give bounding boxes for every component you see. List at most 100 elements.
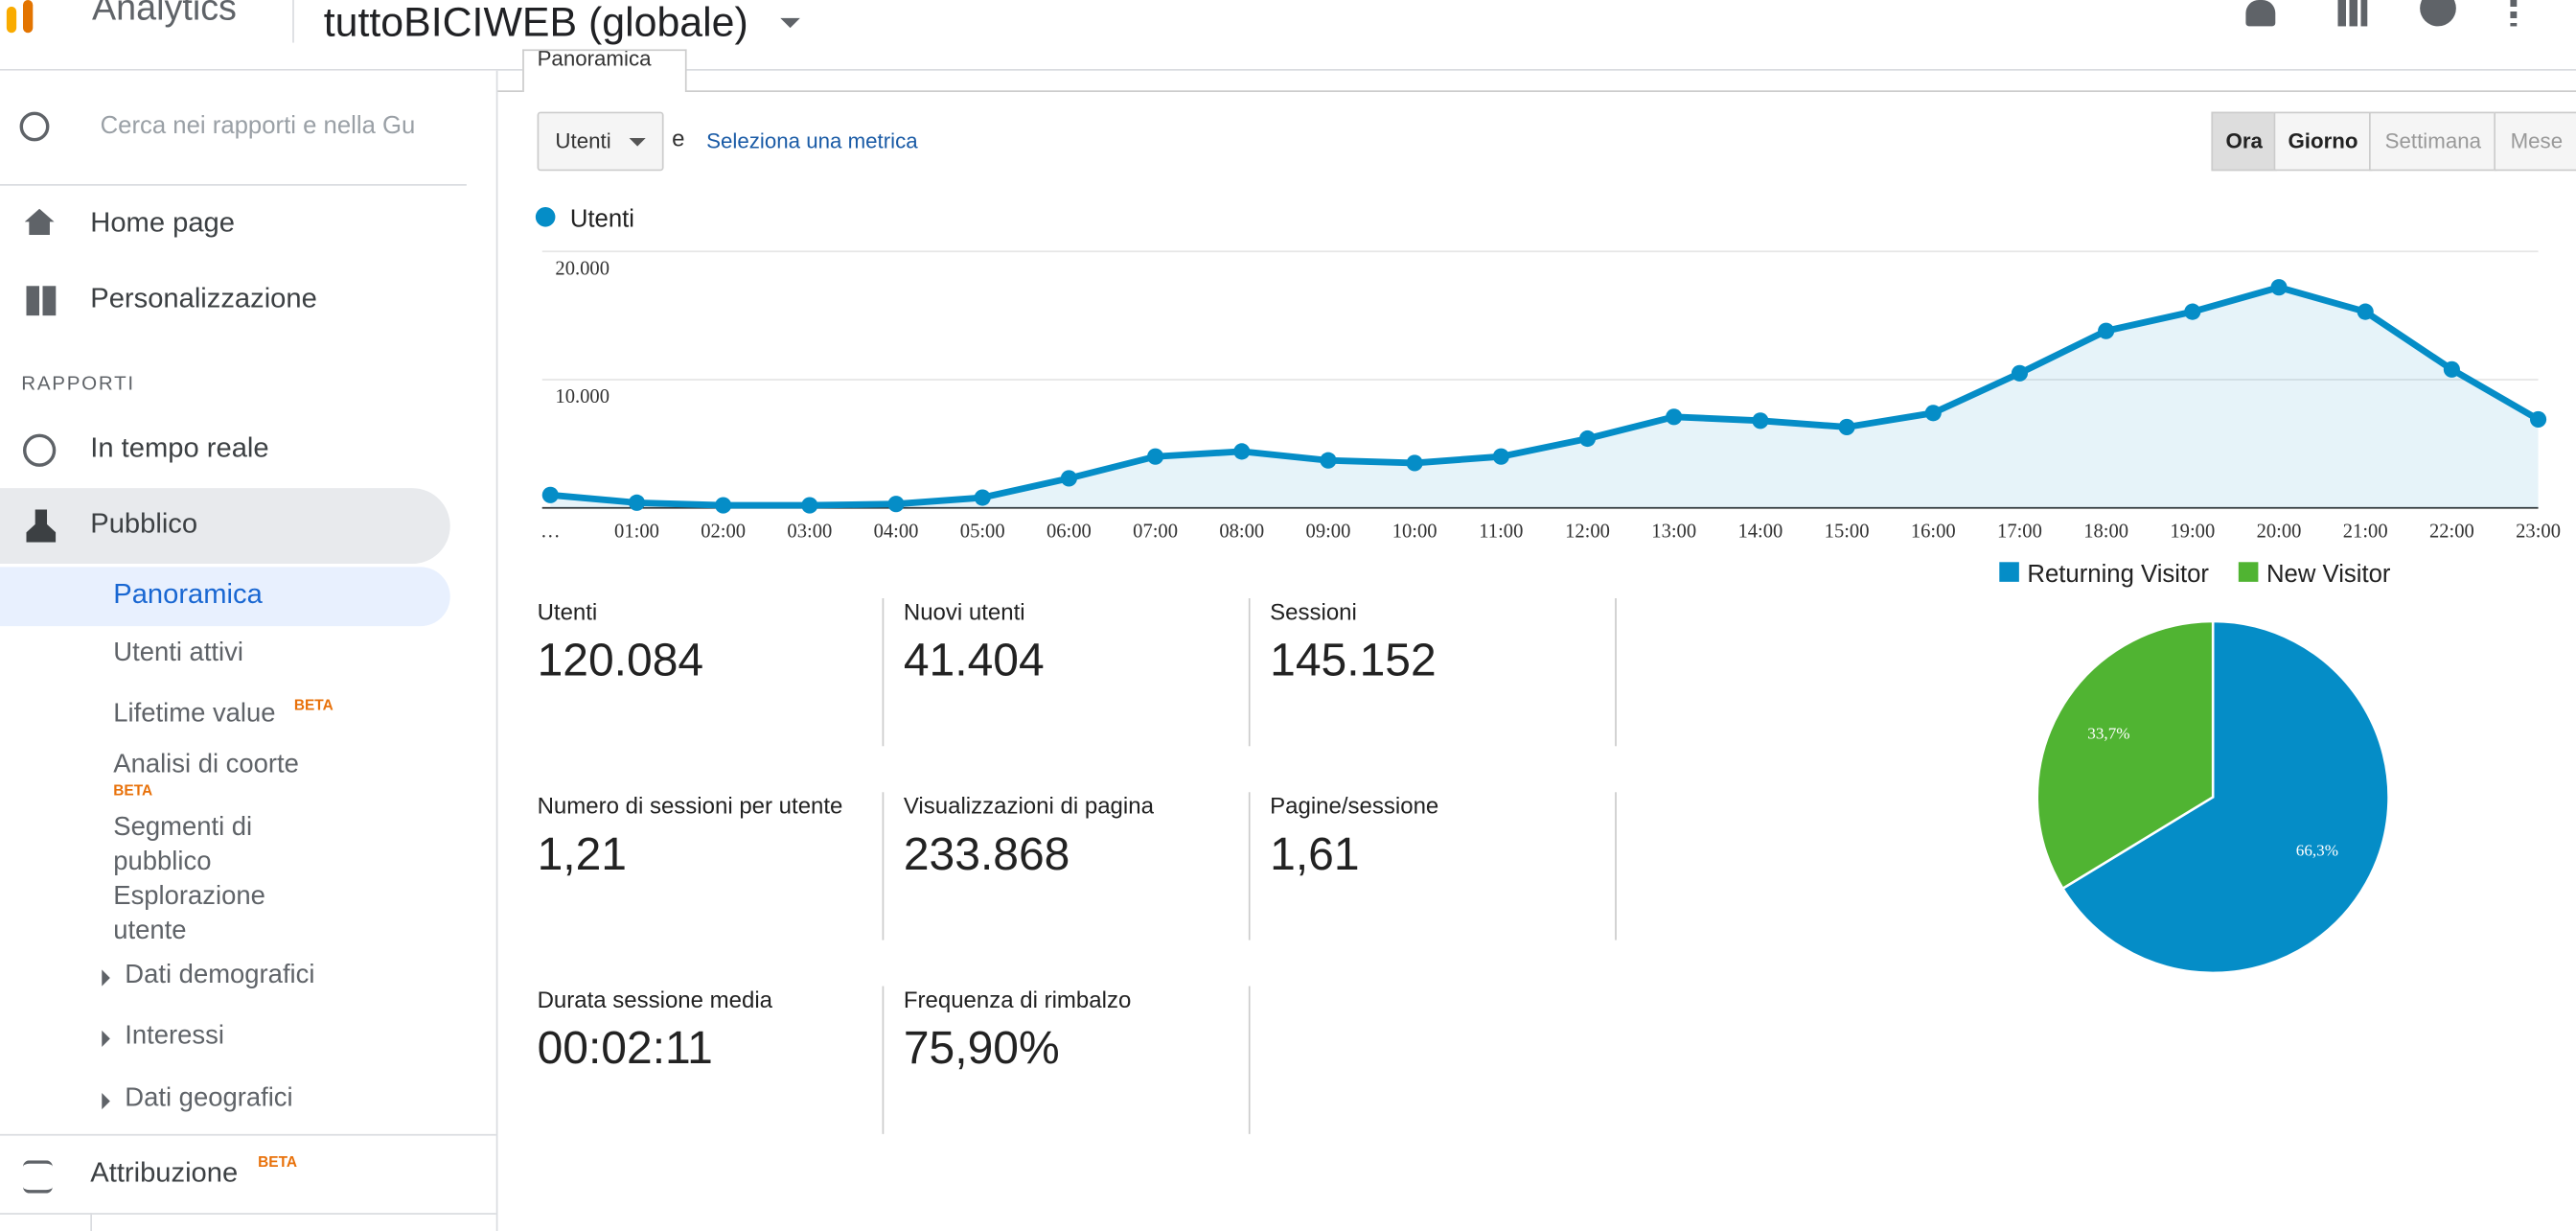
granularity-button[interactable]: Giorno <box>2273 111 2373 172</box>
x-tick-label: 06:00 <box>1046 522 1092 543</box>
search-icon <box>19 111 50 142</box>
point <box>2098 322 2115 339</box>
legend-marker <box>1999 562 2019 582</box>
point <box>628 494 646 511</box>
expand-arrow[interactable] <box>102 1030 110 1048</box>
x-tick-label: 15:00 <box>1825 522 1870 543</box>
metric-dropdown[interactable]: Utenti <box>537 111 664 172</box>
point <box>1838 418 1855 436</box>
nav-item[interactable]: Attribuzione <box>90 1156 239 1189</box>
point <box>2270 279 2288 296</box>
nav-subitem[interactable]: Esplorazione utente <box>113 882 265 945</box>
beta-badge: BETA <box>293 696 334 714</box>
point <box>974 489 991 506</box>
point <box>1666 408 1683 426</box>
x-tick-label: 07:00 <box>1133 522 1178 543</box>
x-tick-label: 14:00 <box>1737 522 1782 543</box>
x-tick-label: 13:00 <box>1651 522 1696 543</box>
granularity-button[interactable]: Ora <box>2211 111 2278 172</box>
nav-subitem[interactable]: Segmenti di pubblico <box>113 813 253 876</box>
metric-card: Pagine/sessione 1,61 <box>1270 792 1617 941</box>
nav-highlight <box>0 488 450 565</box>
metric-value: 00:02:11 <box>537 1022 713 1074</box>
metric-card: Sessioni 145.152 <box>1270 598 1617 747</box>
nav-subitem[interactable]: Analisi di coorte <box>113 751 299 779</box>
metric-label: Pagine/sessione <box>1270 792 1439 819</box>
metric-card: Durata sessione media 00:02:11 <box>537 986 885 1134</box>
metric-label: Durata sessione media <box>537 986 773 1013</box>
beta-badge: BETA <box>113 782 153 800</box>
metric-card: Frequenza di rimbalzo 75,90% <box>904 986 1251 1134</box>
point <box>541 486 559 503</box>
pie-slice <box>2060 619 2390 975</box>
nav-selected <box>0 567 450 627</box>
nav-item[interactable]: Pubblico <box>90 507 198 540</box>
section-heading: RAPPORTI <box>21 371 135 395</box>
point <box>1233 443 1251 460</box>
nav-subitem[interactable]: Panoramica <box>113 578 263 611</box>
nav-subitem[interactable]: Dati geografici <box>125 1084 293 1113</box>
y-tick-label: 20.000 <box>555 258 610 279</box>
nav-subitem[interactable]: Lifetime value <box>113 700 276 729</box>
point <box>1147 448 1164 465</box>
metric-value: 1,61 <box>1270 828 1360 880</box>
notifications-icon[interactable] <box>2245 0 2276 27</box>
metric-label: Visualizzazioni di pagina <box>903 792 1154 819</box>
granularity-button[interactable]: Settimana <box>2369 111 2497 172</box>
metric-label: Sessioni <box>1270 598 1357 625</box>
nav-item[interactable]: Personalizzazione <box>90 282 317 314</box>
metric-label: Utenti <box>537 598 598 625</box>
logo <box>23 0 34 34</box>
nav-subitem[interactable]: Interessi <box>125 1022 224 1051</box>
metric-value: 233.868 <box>903 828 1070 880</box>
x-tick-label: 03:00 <box>787 522 832 543</box>
nav-subitem[interactable]: Dati demografici <box>125 961 315 990</box>
point <box>801 497 818 514</box>
more-icon[interactable] <box>2510 0 2518 27</box>
metric-value: 1,21 <box>537 828 628 880</box>
granularity-button[interactable]: Mese <box>2494 111 2576 172</box>
x-tick-label: 05:00 <box>960 522 1005 543</box>
divider <box>90 1213 93 1231</box>
point <box>1320 452 1337 469</box>
dropdown-arrow[interactable] <box>629 138 646 147</box>
x-tick-label: 18:00 <box>2083 522 2128 543</box>
metric-card: Visualizzazioni di pagina 233.868 <box>903 792 1251 941</box>
point <box>1406 454 1423 472</box>
expand-arrow[interactable] <box>102 1093 110 1110</box>
dropdown-arrow[interactable] <box>780 17 800 29</box>
beta-badge: BETA <box>258 1153 298 1171</box>
tab[interactable]: Panoramica <box>522 49 687 93</box>
nav-item[interactable]: Home page <box>90 207 235 239</box>
select-metric-link[interactable]: Seleziona una metrica <box>706 128 918 153</box>
divider <box>292 0 294 43</box>
point <box>887 496 905 513</box>
point <box>2443 360 2460 378</box>
x-tick-label: 11:00 <box>1479 522 1523 543</box>
search-input[interactable]: Cerca nei rapporti e nella Gu <box>100 111 416 140</box>
pie-slice <box>2036 619 2215 891</box>
nav-subitem[interactable]: Utenti attivi <box>113 639 243 668</box>
point <box>1578 430 1597 448</box>
apps-icon[interactable] <box>2337 0 2368 27</box>
metric-value: 41.404 <box>903 634 1045 685</box>
metric-label: Nuovi utenti <box>903 598 1025 625</box>
x-tick-label: 12:00 <box>1565 522 1610 543</box>
point <box>1492 448 1509 465</box>
property-selector[interactable]: tuttoBICIWEB (globale) <box>323 0 748 47</box>
x-tick-label: 01:00 <box>614 522 659 543</box>
product-name: Analytics <box>92 0 237 29</box>
metric-card: Nuovi utenti 41.404 <box>903 598 1251 747</box>
conjunction: e <box>672 125 685 151</box>
metric-card: Utenti 120.084 <box>537 598 885 747</box>
expand-arrow[interactable] <box>102 969 110 987</box>
x-tick-label: 04:00 <box>874 522 919 543</box>
tab-border <box>497 90 2576 93</box>
top-bar <box>0 0 2576 71</box>
point <box>2011 364 2029 382</box>
clock-icon <box>23 433 57 467</box>
legend-label: Utenti <box>570 206 634 233</box>
pie-label: 33,7% <box>2087 724 2129 742</box>
nav-item[interactable]: In tempo reale <box>90 431 269 464</box>
